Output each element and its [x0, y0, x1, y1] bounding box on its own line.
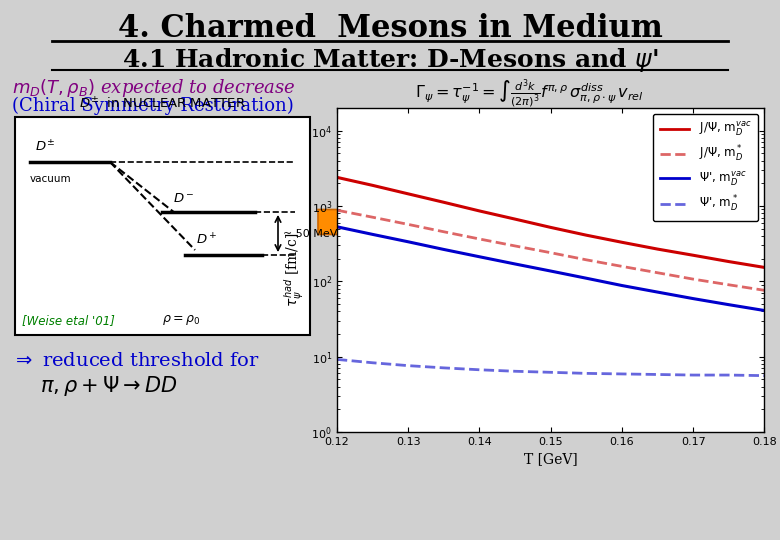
Y-axis label: $\tau_\psi^{had}$ [fm/c]: $\tau_\psi^{had}$ [fm/c]: [282, 233, 306, 307]
Text: $\Rightarrow$ reduced threshold for: $\Rightarrow$ reduced threshold for: [12, 352, 260, 370]
Text: $\Psi$' fragile:  $\Psi$'$\rightarrow DD$ decays: $\Psi$' fragile: $\Psi$'$\rightarrow DD$…: [420, 381, 697, 403]
Text: $D^{\pm}$  in NUCLEAR MATTER: $D^{\pm}$ in NUCLEAR MATTER: [79, 97, 246, 112]
Text: $m_D(T,\rho_B)$ expected to decrease: $m_D(T,\rho_B)$ expected to decrease: [12, 77, 296, 99]
X-axis label: T [GeV]: T [GeV]: [524, 453, 577, 467]
FancyBboxPatch shape: [15, 117, 310, 335]
Text: $D^-$: $D^-$: [173, 192, 195, 205]
Text: [Weise etal '01]: [Weise etal '01]: [22, 314, 115, 327]
Text: $\Gamma_\psi = \tau_\psi^{-1} = \int \frac{d^3k}{(2\pi)^3} f^{\pi,\rho}\, \sigma: $\Gamma_\psi = \tau_\psi^{-1} = \int \fr…: [415, 77, 644, 110]
Text: •: •: [400, 380, 413, 400]
Text: 4.1 Hadronic Matter: D-Mesons and $\psi$': 4.1 Hadronic Matter: D-Mesons and $\psi$…: [122, 46, 658, 74]
Text: ~ 50 MeV: ~ 50 MeV: [283, 229, 338, 239]
Text: •: •: [400, 355, 413, 375]
Text: (Chiral Symmetry Restoration): (Chiral Symmetry Restoration): [12, 97, 294, 115]
Text: $D^+$: $D^+$: [196, 233, 218, 248]
Text: $D^{\pm}$: $D^{\pm}$: [35, 140, 55, 155]
Legend: J/$\Psi$, m$_D^{vac}$, J/$\Psi$, m$_D^*$, $\Psi$', m$_D^{vac}$, $\Psi$', m$_D^*$: J/$\Psi$, m$_D^{vac}$, J/$\Psi$, m$_D^*$…: [653, 114, 758, 221]
Text: $\rho=\rho_0$: $\rho=\rho_0$: [162, 313, 200, 327]
Text: vacuum: vacuum: [30, 174, 72, 184]
Text: $\pi,\rho + \Psi \rightarrow DD$: $\pi,\rho + \Psi \rightarrow DD$: [40, 374, 177, 398]
Text: J/$\psi$  robust: J/$\psi$ robust: [420, 356, 537, 378]
Text: 4. Charmed  Mesons in Medium: 4. Charmed Mesons in Medium: [118, 13, 662, 44]
Text: [Grandchamp+RR '03]: [Grandchamp+RR '03]: [597, 342, 731, 355]
FancyArrow shape: [318, 203, 380, 241]
